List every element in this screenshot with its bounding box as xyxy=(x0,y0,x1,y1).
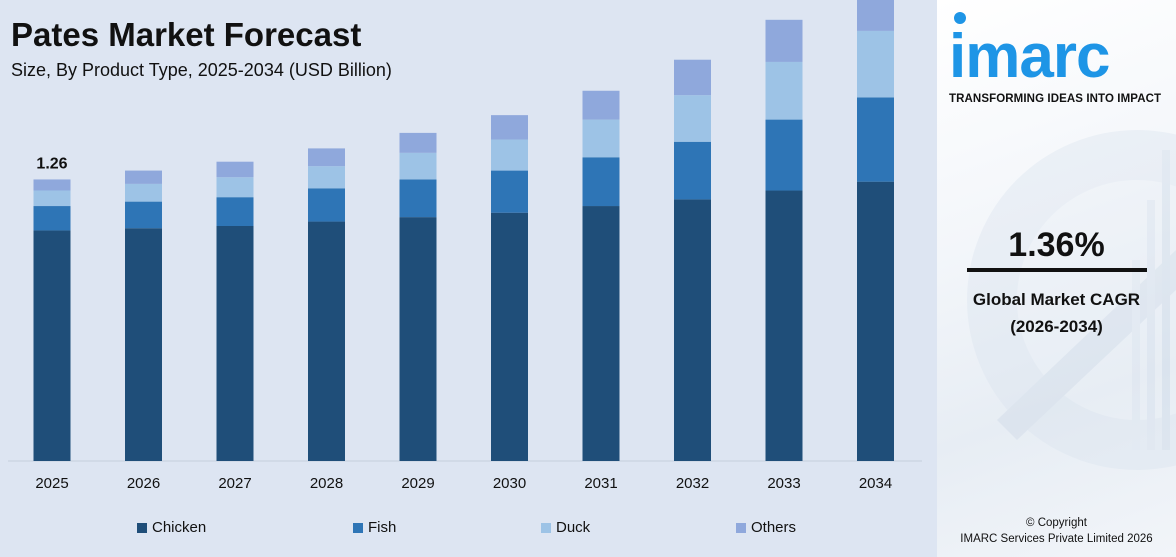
bar-segment-fish-2027 xyxy=(216,197,254,226)
chart-legend: Chicken Fish Duck Others xyxy=(0,519,937,539)
legend-label-duck: Duck xyxy=(556,519,591,536)
bar-segment-fish-2033 xyxy=(765,119,803,191)
legend-item-fish: Fish xyxy=(353,519,396,536)
bar-segment-others-2032 xyxy=(674,59,711,96)
bar-segment-chicken-2029 xyxy=(399,217,437,461)
bar-segment-fish-2029 xyxy=(399,179,437,218)
bar-segment-duck-2026 xyxy=(125,183,162,202)
bar-segment-fish-2030 xyxy=(491,170,528,213)
x-tick-label-2031: 2031 xyxy=(584,475,617,492)
chart-subtitle: Size, By Product Type, 2025-2034 (USD Bi… xyxy=(11,60,392,80)
copyright-line1: © Copyright xyxy=(1026,517,1087,529)
bar-segment-fish-2032 xyxy=(674,141,711,200)
x-tick-label-2033: 2033 xyxy=(767,475,800,492)
bar-segment-fish-2028 xyxy=(308,188,345,222)
bar-segment-fish-2031 xyxy=(582,157,620,207)
bar-segment-chicken-2033 xyxy=(765,190,803,461)
logo-wordmark: imarc xyxy=(949,22,1110,91)
copyright-line2: IMARC Services Private Limited 2026 xyxy=(960,533,1153,545)
legend-item-others: Others xyxy=(736,519,796,536)
bar-segment-others-2025 xyxy=(33,179,71,191)
side-panel: imarc TRANSFORMING IDEAS INTO IMPACT 1.3… xyxy=(937,0,1176,557)
bar-segment-others-2029 xyxy=(399,132,437,153)
bar-segment-fish-2026 xyxy=(125,201,162,229)
x-tick-label-2030: 2030 xyxy=(493,475,526,492)
legend-label-chicken: Chicken xyxy=(152,519,207,536)
x-tick-label-2027: 2027 xyxy=(218,475,251,492)
bar-segment-others-2027 xyxy=(216,161,254,178)
bar-segment-chicken-2027 xyxy=(216,225,254,461)
copyright-notice: © Copyright IMARC Services Private Limit… xyxy=(937,515,1176,547)
chart-panel: Pates Market Forecast Size, By Product T… xyxy=(0,0,937,539)
x-tick-label-2034: 2034 xyxy=(859,475,892,492)
legend-swatch-duck xyxy=(541,522,551,533)
bar-segment-fish-2034 xyxy=(857,97,894,182)
bar-segment-duck-2025 xyxy=(33,190,71,207)
bar-segment-chicken-2025 xyxy=(33,230,71,461)
cagr-value: 1.36% xyxy=(1008,226,1105,264)
bar-segment-chicken-2026 xyxy=(125,228,162,461)
legend-item-chicken: Chicken xyxy=(137,519,206,536)
x-tick-label-2026: 2026 xyxy=(127,475,160,492)
cagr-label: Global Market CAGR (2026-2034) xyxy=(937,286,1176,340)
bar-segment-others-2030 xyxy=(491,115,528,140)
bar-segment-chicken-2028 xyxy=(308,221,345,461)
x-tick-label-2032: 2032 xyxy=(676,475,709,492)
legend-swatch-others xyxy=(736,522,746,533)
bar-segment-others-2031 xyxy=(582,90,620,120)
cagr-label-line2: (2026-2034) xyxy=(1010,317,1103,336)
bar-segment-chicken-2031 xyxy=(582,206,620,461)
logo-dot-icon xyxy=(954,12,966,24)
legend-swatch-chicken xyxy=(137,522,147,533)
bar-segment-duck-2031 xyxy=(582,119,620,158)
legend-label-fish: Fish xyxy=(368,519,397,536)
cagr-label-line1: Global Market CAGR xyxy=(972,290,1141,309)
legend-label-others: Others xyxy=(751,519,797,536)
x-tick-label-2025: 2025 xyxy=(35,475,68,492)
legend-item-duck: Duck xyxy=(541,519,590,536)
bar-segment-duck-2027 xyxy=(216,177,254,198)
bar-segment-chicken-2030 xyxy=(491,212,528,461)
x-tick-label-2028: 2028 xyxy=(310,475,343,492)
bar-segment-duck-2028 xyxy=(308,166,345,189)
background-decoration xyxy=(967,130,1176,470)
bar-segment-chicken-2032 xyxy=(674,199,711,462)
logo-tagline: TRANSFORMING IDEAS INTO IMPACT xyxy=(949,93,1162,105)
data-label-2025: 1.26 xyxy=(36,155,67,172)
bar-segment-duck-2032 xyxy=(674,95,711,142)
cagr-divider xyxy=(967,268,1147,272)
bar-segment-duck-2029 xyxy=(399,152,437,180)
imarc-logo: imarc xyxy=(949,10,1174,110)
bar-segment-others-2033 xyxy=(765,19,803,62)
bar-segment-others-2034 xyxy=(857,0,894,31)
bar-segment-others-2028 xyxy=(308,148,345,167)
stacked-bar-chart: 2025 1.26 2026 2027 2028 2029 2030 2031 2032 2033… xyxy=(8,0,922,492)
bar-segment-chicken-2034 xyxy=(857,181,894,461)
bar-segment-duck-2030 xyxy=(491,139,528,171)
x-tick-label-2029: 2029 xyxy=(401,475,434,492)
bar-segment-duck-2033 xyxy=(765,61,803,120)
bar-segment-others-2026 xyxy=(125,170,162,184)
legend-swatch-fish xyxy=(353,522,363,533)
bar-segment-duck-2034 xyxy=(857,30,894,98)
chart-title: Pates Market Forecast xyxy=(11,16,362,53)
bar-segment-fish-2025 xyxy=(33,206,71,231)
